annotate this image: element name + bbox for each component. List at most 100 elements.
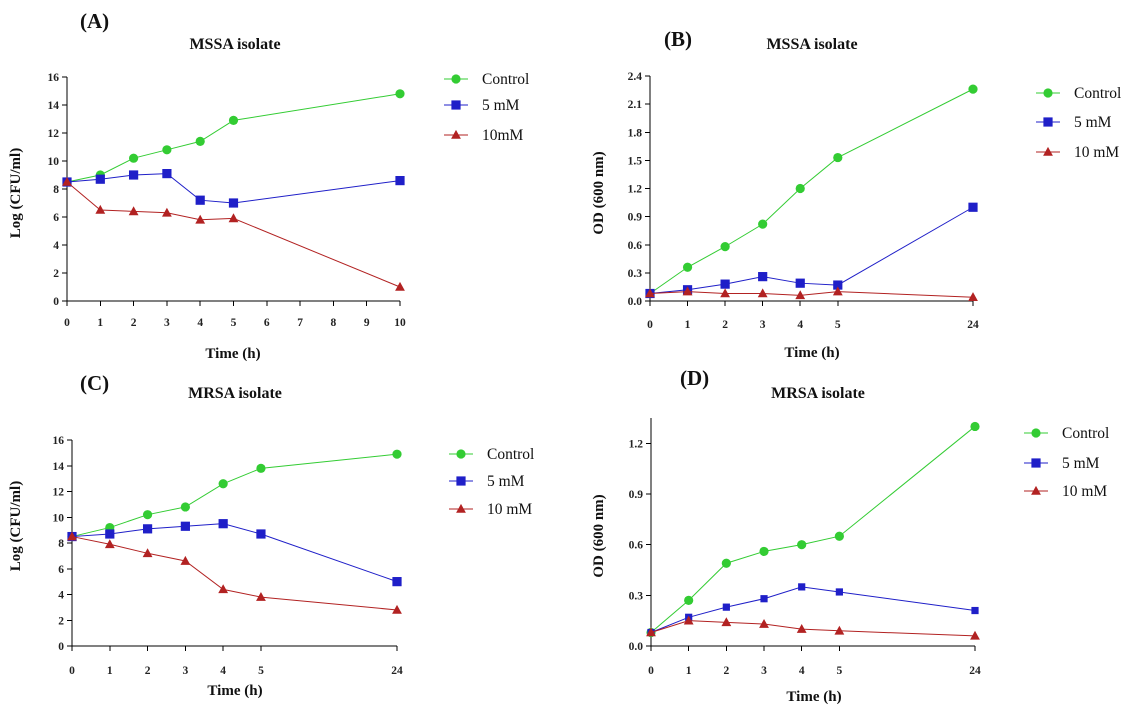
legend-item: Control [1036, 85, 1121, 102]
y-tick-label: 4 [58, 590, 64, 602]
series-5mm [62, 169, 405, 208]
legend: Control 5 mM 10mM [444, 71, 529, 144]
data-point [832, 286, 843, 296]
data-point [180, 555, 191, 565]
y-tick-label: 6 [58, 564, 64, 576]
data-point [684, 595, 694, 606]
y-tick-label: 4 [53, 240, 59, 252]
data-point [798, 583, 806, 591]
y-tick-label: 10 [48, 156, 60, 168]
data-point [970, 421, 980, 432]
data-point [395, 176, 405, 186]
data-point [720, 288, 731, 298]
series-line [71, 523, 398, 583]
series-5mm [67, 519, 402, 587]
legend-marker [456, 503, 466, 513]
y-tick-label: 0.9 [628, 212, 643, 224]
y-tick-label: 16 [48, 72, 60, 84]
data-point [795, 290, 806, 300]
chart-title: MSSA isolate [189, 36, 280, 53]
series-10mm [645, 286, 978, 302]
data-point [392, 604, 402, 614]
data-point [833, 152, 843, 163]
data-point [795, 183, 805, 194]
series-10mm [67, 531, 402, 614]
panel-label: (C) [80, 371, 109, 395]
y-tick-label: 12 [53, 487, 65, 499]
series-line [650, 620, 976, 637]
data-point [682, 262, 693, 272]
data-point [218, 519, 228, 529]
data-point [795, 278, 805, 288]
x-tick-label: 0 [648, 665, 654, 677]
y-tick-label: 0 [58, 641, 64, 653]
y-tick-label: 1.5 [628, 155, 643, 167]
y-tick-label: 6 [53, 212, 59, 224]
data-point [968, 84, 978, 94]
panel-label: (A) [80, 9, 109, 33]
data-point [180, 502, 190, 512]
series-line [650, 426, 976, 633]
data-point [95, 204, 106, 214]
x-axis-label: Time (h) [207, 683, 262, 699]
panel-label: (B) [664, 27, 692, 51]
data-point [195, 214, 206, 224]
legend-label: 10 mM [1074, 144, 1119, 161]
series-line [66, 181, 401, 288]
x-tick-label: 5 [258, 665, 264, 677]
legend-marker [1031, 428, 1041, 438]
data-point [645, 288, 655, 298]
x-tick-label: 5 [835, 319, 841, 331]
series-control [645, 84, 978, 299]
legend-item: 10mM [444, 127, 524, 144]
x-tick-label: 0 [647, 319, 653, 331]
data-point [758, 219, 768, 229]
data-point [105, 529, 115, 539]
series-line [71, 453, 398, 538]
x-tick-label: 7 [297, 317, 303, 329]
legend-item: 5 mM [1024, 455, 1100, 472]
data-point [162, 145, 172, 155]
series-line [649, 206, 974, 294]
y-tick-label: 14 [53, 461, 65, 473]
legend-label: 5 mM [1062, 455, 1100, 472]
y-axis-label: Log (CFU/ml) [8, 481, 24, 571]
data-point [180, 521, 190, 531]
y-tick-label: 2.1 [628, 99, 643, 111]
y-tick-label: 12 [48, 128, 60, 140]
data-point [67, 531, 77, 541]
data-point [835, 588, 843, 596]
x-tick-label: 0 [69, 665, 75, 677]
data-point [62, 176, 72, 186]
y-axis-label: OD (600 nm) [591, 151, 607, 234]
chart-panel-d: (D) MRSA isolate Time (h) OD (600 nm) 0.0 0.3… [591, 366, 1109, 705]
series-line [649, 88, 974, 294]
x-tick-label: 1 [685, 319, 691, 331]
data-point [834, 531, 844, 541]
data-point [759, 546, 769, 557]
legend-item: 5 mM [1036, 114, 1112, 131]
series-line [649, 291, 974, 298]
data-point [759, 618, 769, 628]
data-point [683, 615, 694, 625]
legend-marker [451, 129, 461, 139]
series-line [66, 93, 401, 183]
x-tick-label: 2 [722, 319, 728, 331]
x-tick-label: 5 [836, 665, 842, 677]
legend-marker [1031, 458, 1041, 468]
y-tick-label: 0.6 [628, 240, 643, 252]
x-axis-label: Time (h) [205, 346, 260, 362]
x-tick-label: 4 [799, 665, 805, 677]
y-tick-label: 0 [53, 296, 59, 308]
series-control [62, 89, 405, 187]
y-tick-label: 0.6 [629, 540, 644, 552]
y-tick-label: 2.4 [628, 71, 643, 83]
data-point [392, 449, 402, 459]
legend-label: Control [1074, 85, 1121, 102]
legend-item: 5 mM [449, 473, 525, 490]
series-5mm [647, 583, 979, 637]
y-axis-label: Log (CFU/ml) [8, 148, 24, 238]
legend: Control 5 mM 10 mM [449, 446, 534, 518]
y-tick-label: 0.9 [629, 489, 644, 501]
data-point [218, 479, 228, 489]
